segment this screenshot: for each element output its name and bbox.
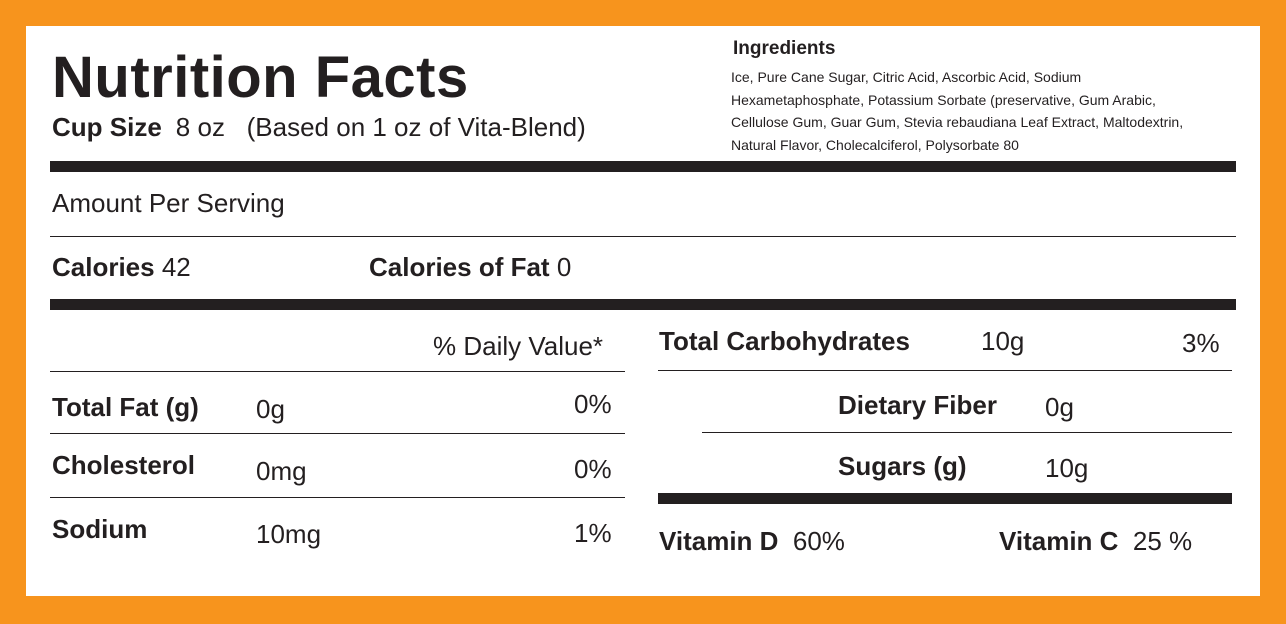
divider-thin bbox=[50, 371, 625, 372]
calories-value: 42 bbox=[161, 252, 191, 282]
divider-thin bbox=[50, 433, 625, 434]
nutrient-amount: 0mg bbox=[256, 456, 307, 486]
cup-size-note: (Based on 1 oz of Vita-Blend) bbox=[246, 112, 586, 142]
nutrient-daily-value: 0% bbox=[574, 454, 612, 484]
cup-size-label: Cup Size bbox=[52, 112, 162, 142]
nutrient-amount: 0g bbox=[256, 394, 285, 424]
amount-per-serving: Amount Per Serving bbox=[52, 188, 285, 218]
nutrition-label: Nutrition Facts Cup Size 8 oz (Based on 1… bbox=[26, 26, 1260, 596]
vitamin-value: 60% bbox=[792, 526, 845, 556]
divider-thick bbox=[658, 493, 1232, 504]
ingredients-title: Ingredients bbox=[733, 38, 836, 59]
carb-sub-label: Dietary Fiber bbox=[838, 390, 997, 420]
carbs-amount: 10g bbox=[981, 326, 1025, 356]
vitamin-value: 25 % bbox=[1132, 526, 1193, 556]
calories-label: Calories bbox=[52, 252, 155, 282]
nutrient-daily-value: 1% bbox=[574, 518, 612, 548]
nutrient-label: Sodium bbox=[52, 514, 148, 544]
divider-thin bbox=[50, 236, 1236, 237]
carbs-label: Total Carbohydrates bbox=[659, 326, 910, 356]
calories-fat-label: Calories of Fat bbox=[369, 252, 550, 282]
nutrient-label: Total Fat (g) bbox=[52, 392, 199, 422]
ingredients-text: Ice, Pure Cane Sugar, Citric Acid, Ascor… bbox=[731, 69, 1184, 153]
vitamin-d-row: Vitamin D 60% bbox=[659, 526, 845, 557]
divider-thin bbox=[50, 497, 625, 498]
vitamin-c-row: Vitamin C 25 % bbox=[999, 526, 1192, 557]
nutrient-amount: 10mg bbox=[256, 519, 322, 549]
vitamin-label: Vitamin D bbox=[659, 526, 779, 556]
calories-row: Calories 42 bbox=[52, 252, 191, 283]
divider-thick bbox=[50, 161, 1236, 172]
vitamin-label: Vitamin C bbox=[999, 526, 1119, 556]
cup-size-line: Cup Size 8 oz (Based on 1 oz of Vita-Blen… bbox=[52, 112, 586, 143]
divider-thin bbox=[658, 370, 1232, 371]
carb-sub-label: Sugars (g) bbox=[838, 451, 967, 481]
carb-sub-amount: 10g bbox=[1045, 453, 1089, 483]
carbs-daily-value: 3% bbox=[1182, 328, 1220, 358]
calories-fat-value: 0 bbox=[556, 252, 572, 282]
daily-value-header: % Daily Value* bbox=[433, 331, 604, 361]
carb-sub-amount: 0g bbox=[1045, 392, 1074, 422]
page-title: Nutrition Facts bbox=[52, 45, 469, 110]
nutrient-daily-value: 0% bbox=[574, 389, 612, 419]
divider-thin bbox=[702, 432, 1232, 433]
divider-thick bbox=[50, 299, 1236, 310]
cup-size-value: 8 oz bbox=[175, 112, 225, 142]
calories-fat-row: Calories of Fat 0 bbox=[369, 252, 571, 283]
nutrient-label: Cholesterol bbox=[52, 450, 196, 480]
